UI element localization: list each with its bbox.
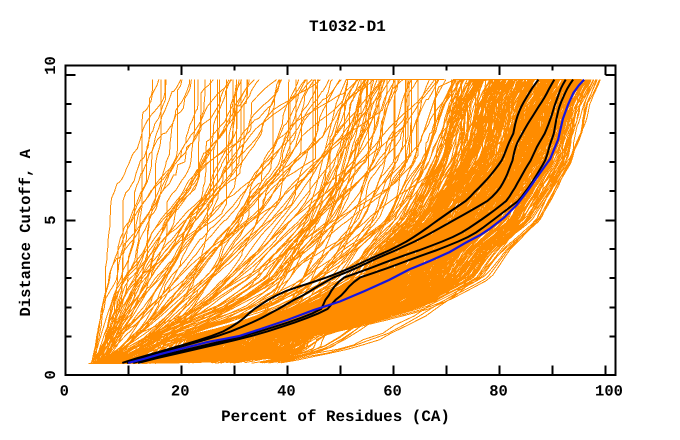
svg-text:20: 20 bbox=[171, 382, 190, 400]
svg-text:0: 0 bbox=[42, 370, 60, 379]
svg-text:T1032-D1: T1032-D1 bbox=[309, 18, 386, 36]
svg-text:100: 100 bbox=[595, 382, 623, 400]
svg-text:Percent of Residues (CA): Percent of Residues (CA) bbox=[221, 408, 450, 426]
svg-text:60: 60 bbox=[383, 382, 402, 400]
svg-text:80: 80 bbox=[489, 382, 508, 400]
svg-text:5: 5 bbox=[42, 215, 60, 224]
svg-text:0: 0 bbox=[60, 382, 69, 400]
svg-text:Distance Cutoff, A: Distance Cutoff, A bbox=[17, 148, 35, 316]
svg-text:40: 40 bbox=[277, 382, 296, 400]
svg-text:10: 10 bbox=[42, 56, 60, 75]
